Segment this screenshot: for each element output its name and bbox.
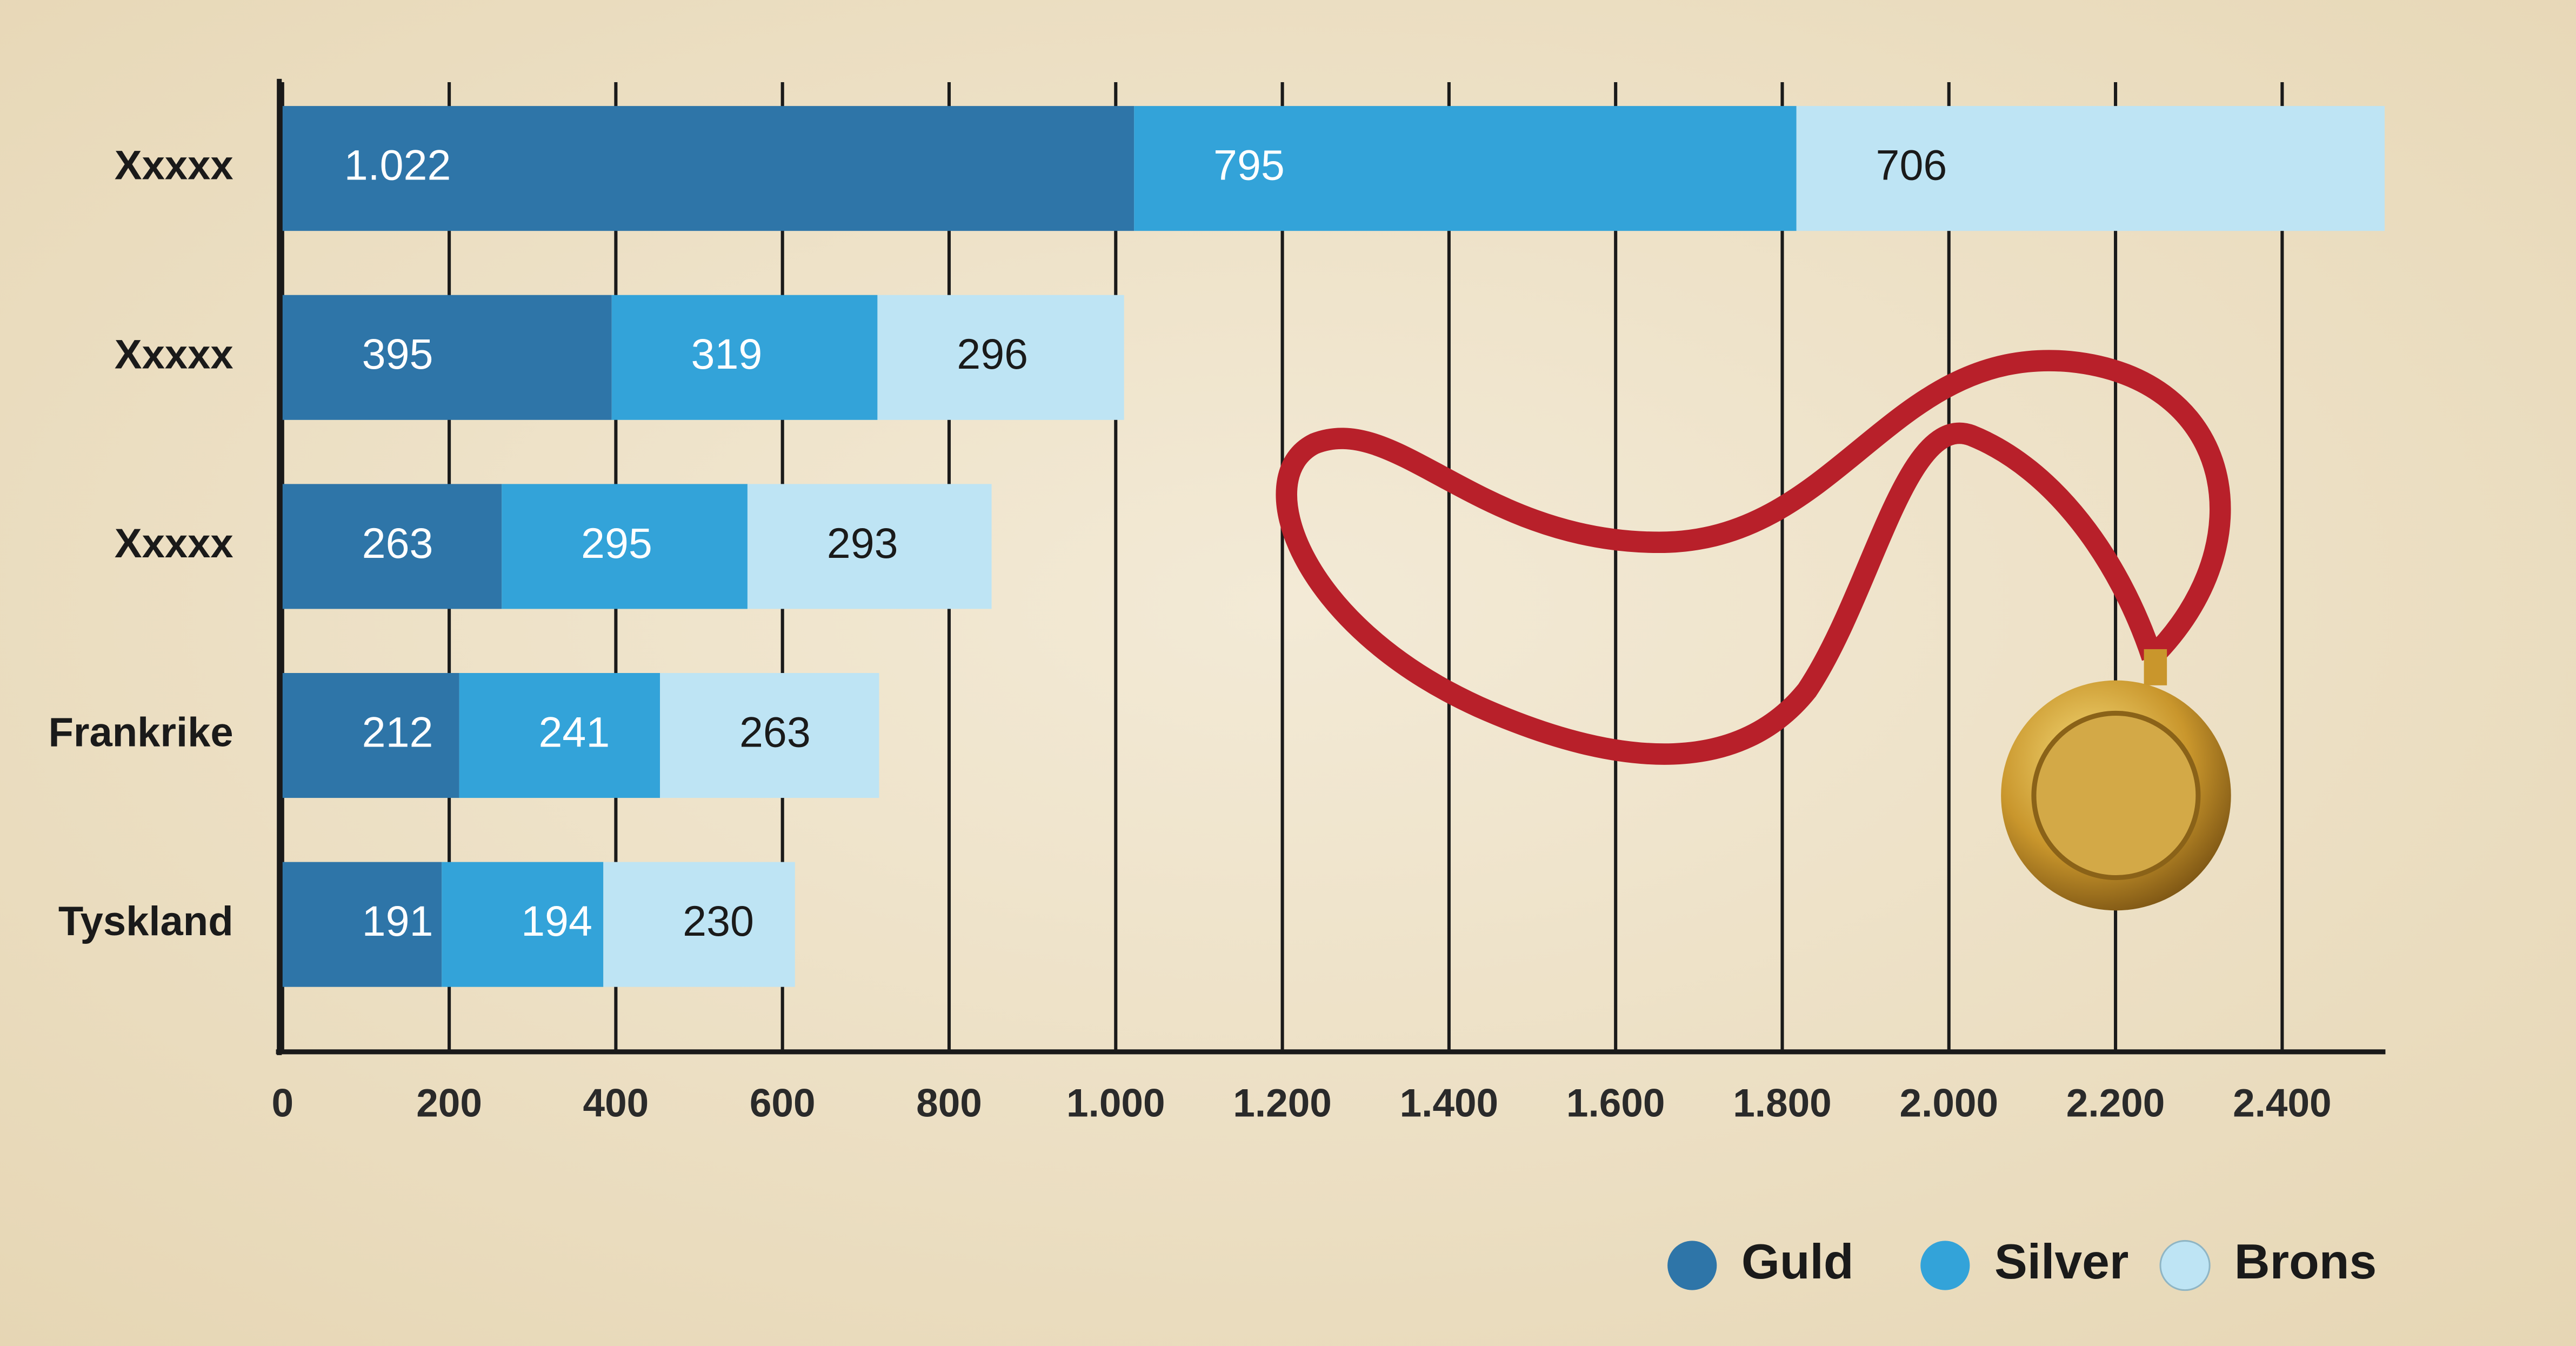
legend-swatch — [2159, 1240, 2211, 1291]
y-tick-label: Tyskland — [58, 898, 233, 944]
bar-segment — [603, 862, 795, 987]
y-tick-label: Xxxxx — [115, 521, 233, 567]
value-label: 241 — [538, 708, 610, 756]
value-label: 1.022 — [344, 141, 451, 189]
x-tick-label: 200 — [416, 1081, 482, 1125]
value-label: 706 — [1876, 141, 1947, 189]
x-tick-label: 1.600 — [1566, 1081, 1665, 1125]
bar-segment — [747, 484, 992, 609]
value-label: 191 — [362, 897, 433, 945]
medal-loop — [2144, 649, 2167, 685]
value-label: 295 — [581, 519, 652, 567]
value-label: 230 — [683, 897, 754, 945]
value-label: 263 — [362, 519, 433, 567]
value-label: 194 — [521, 897, 592, 945]
bar-segment — [282, 295, 612, 420]
bar-segment — [282, 106, 1134, 231]
x-tick-label: 800 — [916, 1081, 982, 1125]
value-label: 795 — [1213, 141, 1285, 189]
x-tick-label: 1.200 — [1233, 1081, 1332, 1125]
value-label: 296 — [957, 330, 1028, 378]
x-tick-label: 1.400 — [1400, 1081, 1499, 1125]
bar-segment — [282, 673, 459, 798]
ribbon — [1276, 350, 2231, 765]
x-tick-label: 2.000 — [1900, 1081, 1999, 1125]
bar-segment — [877, 295, 1124, 420]
value-label: 263 — [739, 708, 811, 756]
bar-segment — [660, 673, 879, 798]
bar-segment — [1134, 106, 1797, 231]
value-label: 293 — [827, 519, 898, 567]
bar-segment — [442, 862, 604, 987]
legend-label: Silver — [1994, 1234, 2128, 1289]
legend-label: Brons — [2234, 1234, 2377, 1289]
bars: 1.022 795 706 395 319 296 263 295 293 212 241 263 19… — [282, 106, 2385, 987]
medal-center — [2031, 710, 2201, 881]
bar-segment — [282, 862, 442, 987]
y-tick-label: Xxxxx — [115, 331, 233, 377]
x-tick-label: 0 — [272, 1081, 294, 1125]
bar-segment — [502, 484, 748, 609]
y-tick-label: Xxxxx — [115, 143, 233, 189]
x-tick-label: 400 — [583, 1081, 649, 1125]
x-tick-label: 1.800 — [1733, 1081, 1832, 1125]
x-tick-label: 2.400 — [2233, 1081, 2332, 1125]
x-tick-label: 600 — [750, 1081, 816, 1125]
medal — [1276, 350, 2231, 911]
legend-swatch — [1920, 1241, 1970, 1290]
y-tick-label: Frankrike — [49, 710, 233, 756]
value-label: 319 — [691, 330, 763, 378]
value-label: 212 — [362, 708, 433, 756]
legend-swatch — [1667, 1241, 1717, 1290]
x-tick-label: 1.000 — [1066, 1081, 1165, 1125]
bar-segment — [282, 484, 502, 609]
bar-segment — [459, 673, 660, 798]
legend: Guld Silver Brons — [1667, 1234, 2377, 1291]
bar-segment — [1796, 106, 2385, 231]
legend-label: Guld — [1741, 1234, 1854, 1289]
bar-segment — [611, 295, 878, 420]
x-tick-label: 2.200 — [2066, 1081, 2165, 1125]
value-label: 395 — [362, 330, 433, 378]
